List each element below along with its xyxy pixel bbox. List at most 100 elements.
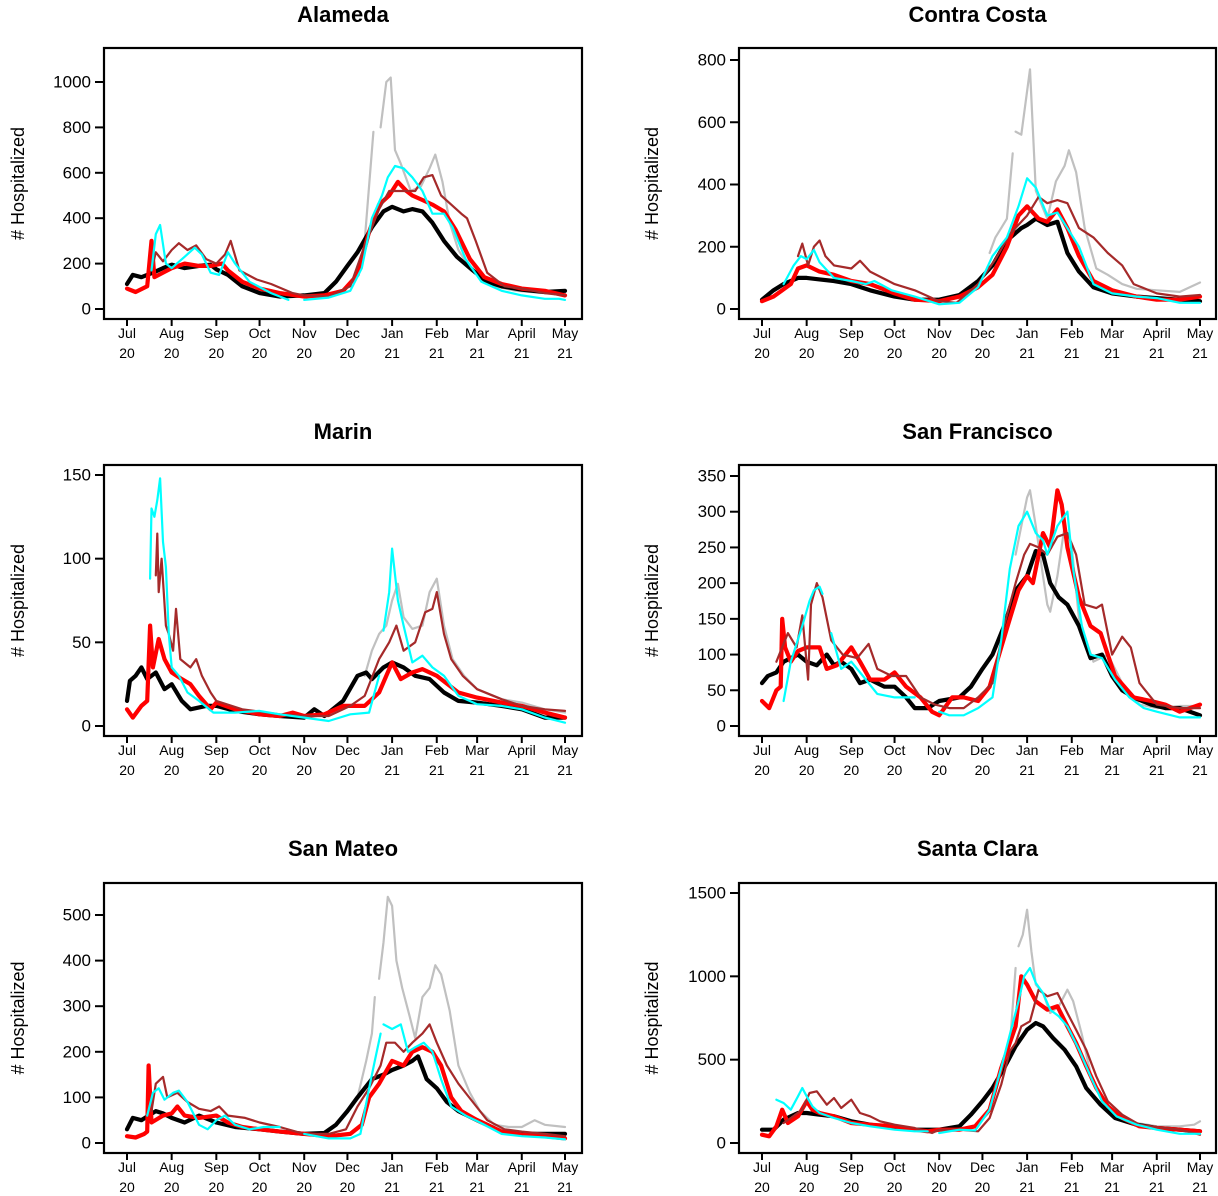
- x-tick-label-year: 21: [1104, 1179, 1120, 1195]
- x-tick-label-month: Dec: [970, 1159, 995, 1175]
- y-tick-label: 50: [707, 681, 726, 700]
- x-tick-label-year: 20: [975, 762, 991, 778]
- x-tick-label-year: 20: [975, 1179, 991, 1195]
- y-tick-label: 250: [698, 538, 726, 557]
- x-tick-label-month: Aug: [159, 742, 184, 758]
- x-tick-label-month: Aug: [159, 325, 184, 341]
- x-tick-label-month: Jan: [381, 742, 404, 758]
- x-tick-label-year: 20: [209, 345, 225, 361]
- x-tick-label-year: 20: [887, 345, 903, 361]
- x-tick-label-month: Mar: [1100, 325, 1124, 341]
- x-tick-label-month: Sep: [204, 1159, 229, 1175]
- x-tick-label-year: 20: [209, 762, 225, 778]
- x-tick-label-month: April: [1143, 742, 1171, 758]
- y-tick-label: 0: [82, 717, 91, 736]
- x-tick-label-year: 20: [844, 1179, 860, 1195]
- y-axis-label: # Hospitalized: [8, 961, 28, 1074]
- x-tick-label-year: 20: [340, 345, 356, 361]
- x-tick-label-year: 20: [844, 345, 860, 361]
- panel-santa-clara: Santa Clara # Hospitalized 0 500 1000 1500 Jul…: [642, 836, 1218, 1195]
- y-tick-label: 0: [717, 717, 726, 736]
- series-group: [759, 68, 1203, 306]
- x-tick-label-year: 21: [1104, 762, 1120, 778]
- x-tick-label-year: 21: [429, 762, 445, 778]
- series-line-gray: [988, 68, 1202, 293]
- panel-san-mateo: San Mateo # Hospitalized 0 100 200 300 400 500 J…: [8, 836, 584, 1195]
- x-tick-label-month: Dec: [335, 1159, 360, 1175]
- x-tick-label-month: Mar: [465, 325, 489, 341]
- x-tick-label-month: Feb: [425, 742, 449, 758]
- x-tick-label-month: Aug: [794, 325, 819, 341]
- plot-frame: [102, 463, 584, 738]
- series-line-brown: [796, 195, 1202, 304]
- x-tick-label-month: Oct: [249, 1159, 271, 1175]
- x-tick-label-year: 21: [469, 1179, 485, 1195]
- x-tick-label-month: Nov: [292, 742, 317, 758]
- panel-contra-costa: Contra Costa # Hospitalized 0 200 400 600 800 J…: [642, 2, 1218, 361]
- x-tick-label-month: Oct: [884, 742, 906, 758]
- x-tick-label-year: 21: [384, 1179, 400, 1195]
- x-tick-label-year: 21: [384, 345, 400, 361]
- series-line-gray: [363, 76, 567, 295]
- x-tick-label-month: Sep: [839, 1159, 864, 1175]
- x-tick-label-year: 20: [119, 762, 135, 778]
- y-tick-label: 200: [698, 237, 726, 256]
- panel-san-francisco: San Francisco # Hospitalized 0 50 100 150 200 2…: [642, 419, 1218, 778]
- series-line-brown: [782, 988, 1202, 1136]
- x-tick-label-year: 21: [1192, 762, 1208, 778]
- y-tick-label: 0: [717, 1134, 726, 1153]
- y-axis-label: # Hospitalized: [8, 544, 28, 657]
- series-group: [124, 895, 568, 1141]
- series-line-brown: [150, 1023, 567, 1138]
- series-line-black: [759, 216, 1203, 304]
- y-tick-label: 300: [63, 997, 91, 1016]
- x-tick-label-month: Jul: [753, 1159, 771, 1175]
- x-tick-label-year: 20: [164, 345, 180, 361]
- x-tick-label-year: 21: [1019, 345, 1035, 361]
- x-tick-label-month: May: [552, 325, 578, 341]
- y-axis-label: # Hospitalized: [642, 544, 662, 657]
- series-group: [759, 488, 1203, 719]
- y-axis-label: # Hospitalized: [642, 961, 662, 1074]
- y-tick-label: 200: [698, 574, 726, 593]
- x-tick-label-year: 21: [1192, 345, 1208, 361]
- series-group: [124, 477, 568, 724]
- panel-title: Marin: [314, 419, 373, 444]
- x-tick-label-month: Dec: [970, 742, 995, 758]
- x-tick-label-month: Sep: [204, 742, 229, 758]
- x-tick-label-month: Mar: [1100, 1159, 1124, 1175]
- series-line-cyan: [150, 164, 567, 301]
- x-tick-label-year: 21: [514, 345, 530, 361]
- series-line-red: [124, 1045, 568, 1141]
- series-line-red: [759, 204, 1203, 304]
- y-tick-label: 0: [717, 300, 726, 319]
- x-tick-label-year: 21: [514, 762, 530, 778]
- x-tick-label-year: 20: [252, 1179, 268, 1195]
- x-tick-label-month: Feb: [1060, 742, 1084, 758]
- series-line-brown: [775, 532, 1202, 710]
- x-tick-label-year: 21: [1064, 762, 1080, 778]
- x-tick-label-month: Jul: [118, 742, 136, 758]
- x-tick-label-month: Oct: [249, 325, 271, 341]
- x-tick-label-month: Dec: [970, 325, 995, 341]
- x-tick-label-year: 21: [1192, 1179, 1208, 1195]
- x-tick-label-month: April: [508, 325, 536, 341]
- series-line-brown: [150, 174, 567, 298]
- plot-frame: [737, 463, 1218, 738]
- x-tick-label-month: Nov: [927, 325, 952, 341]
- y-axis-label: # Hospitalized: [8, 127, 28, 240]
- x-tick-label-year: 20: [164, 762, 180, 778]
- x-tick-label-year: 20: [887, 1179, 903, 1195]
- x-tick-label-month: Nov: [927, 742, 952, 758]
- plot-frame: [102, 46, 584, 321]
- series-group: [124, 76, 568, 301]
- series-line-black: [759, 548, 1203, 718]
- x-tick-label-month: Jul: [118, 1159, 136, 1175]
- x-tick-label-month: Sep: [839, 742, 864, 758]
- x-tick-label-year: 21: [514, 1179, 530, 1195]
- series-line-red: [124, 623, 568, 720]
- x-tick-label-year: 21: [557, 345, 573, 361]
- series-line-red: [759, 974, 1203, 1139]
- x-tick-label-year: 21: [1149, 1179, 1165, 1195]
